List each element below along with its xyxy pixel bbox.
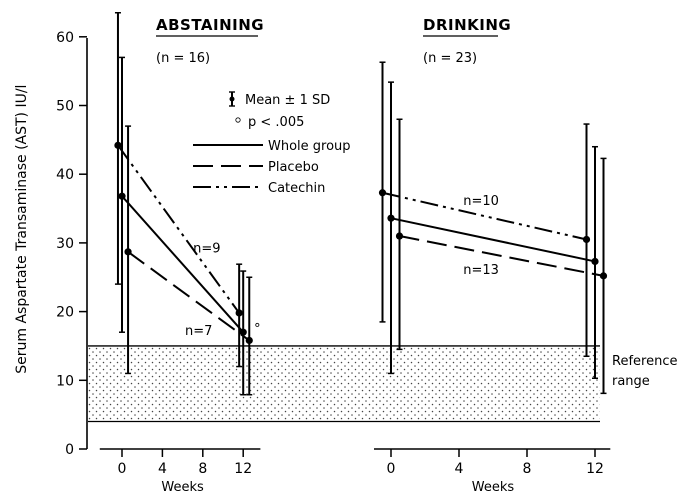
x-tick-label: 0	[387, 461, 396, 477]
series-line-placebo	[127, 251, 250, 342]
reference-range-label-1: Reference	[612, 354, 677, 369]
reference-range-band	[88, 345, 600, 422]
y-tick-label: 40	[56, 167, 74, 183]
legend-significance-label: p < .005	[248, 115, 304, 130]
series-line-whole-group	[390, 217, 596, 263]
legend-label-whole-group: Whole group	[268, 139, 351, 154]
y-tick-label: 50	[56, 99, 74, 115]
y-tick-label: 30	[56, 236, 74, 252]
y-tick-label: 10	[56, 373, 74, 389]
data-point	[235, 309, 243, 317]
x-tick-label: 12	[234, 461, 252, 477]
data-point	[387, 214, 395, 222]
data-point	[118, 192, 126, 200]
series-line-whole-group	[121, 195, 244, 333]
panel-title: ABSTAINING	[156, 16, 264, 34]
x-tick-label: 4	[158, 461, 167, 477]
panel-title: DRINKING	[423, 16, 511, 34]
series-line-placebo	[399, 235, 604, 277]
x-tick-label: 0	[118, 461, 127, 477]
panel-subtitle: (n = 16)	[156, 51, 210, 66]
data-point	[591, 257, 599, 266]
annotation-label: n=9	[193, 242, 220, 257]
data-point	[378, 189, 387, 197]
x-tick-label: 12	[586, 461, 604, 477]
y-tick-label: 60	[56, 30, 74, 46]
x-tick-label: 8	[198, 461, 207, 477]
data-point	[245, 336, 253, 345]
annotation-label: n=13	[463, 263, 499, 278]
y-axis-title: Serum Aspartate Transaminase (AST) IU/l	[14, 85, 30, 374]
series-line-catechin	[117, 144, 240, 314]
data-point	[599, 272, 608, 280]
legend-label-catechin: Catechin	[268, 181, 325, 196]
legend-error-bar-point	[229, 96, 235, 102]
panel-subtitle: (n = 23)	[423, 51, 477, 66]
data-point	[124, 248, 132, 256]
annotation-label: n=10	[463, 194, 499, 209]
data-point	[239, 328, 247, 336]
data-point	[395, 232, 404, 240]
data-point	[582, 235, 591, 244]
y-tick-label: 20	[56, 305, 74, 321]
y-tick-label: 0	[65, 442, 74, 458]
x-tick-label: 4	[455, 461, 464, 477]
legend-significance-icon	[235, 117, 241, 123]
reference-range-label-2: range	[612, 374, 650, 389]
data-point	[114, 141, 122, 149]
x-axis-title: Weeks	[161, 480, 204, 495]
legend-label-placebo: Placebo	[268, 160, 319, 175]
annotation-label: ∘	[253, 318, 261, 333]
x-tick-label: 8	[523, 461, 532, 477]
annotation-label: n=7	[185, 324, 212, 339]
legend-error-bar-label: Mean ± 1 SD	[245, 93, 330, 108]
x-axis-title: Weeks	[472, 480, 515, 495]
